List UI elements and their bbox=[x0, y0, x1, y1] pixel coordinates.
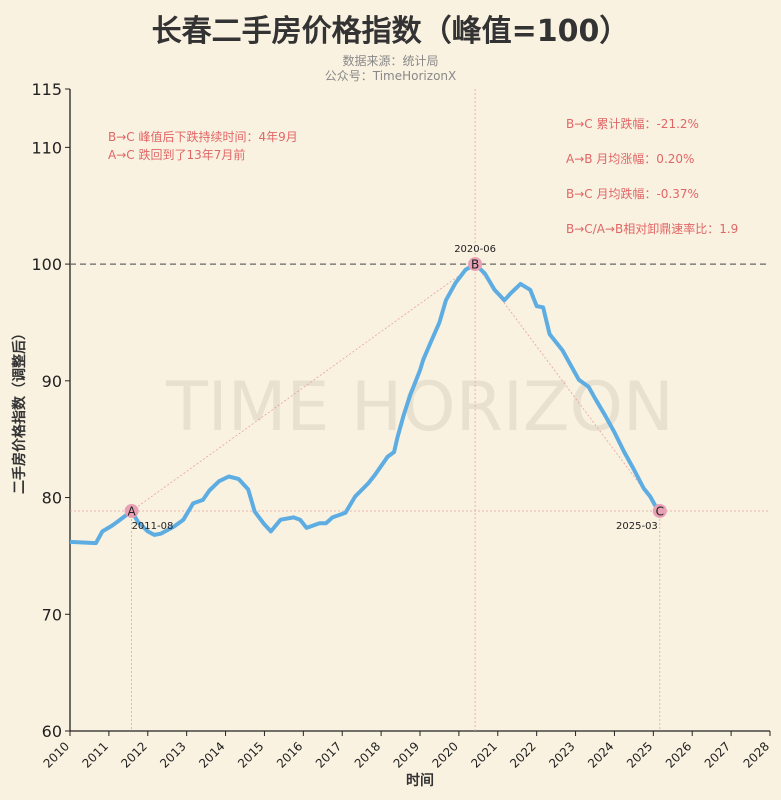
point-date-c: 2025-03 bbox=[616, 521, 658, 532]
point-label-b: B bbox=[471, 258, 479, 272]
x-tick-label: 2025 bbox=[624, 739, 655, 770]
x-tick-label: 2012 bbox=[118, 739, 149, 770]
y-tick-label: 115 bbox=[31, 80, 62, 99]
point-marker-a bbox=[124, 503, 139, 518]
point-marker-b bbox=[468, 257, 483, 272]
y-tick-label: 110 bbox=[31, 138, 62, 157]
x-tick-label: 2023 bbox=[546, 739, 577, 770]
annotation-right: B→C 累计跌幅：-21.2% bbox=[566, 116, 699, 131]
annotation-left: B→C 峰值后下跌持续时间：4年9月 bbox=[108, 129, 298, 144]
y-tick-label: 100 bbox=[31, 255, 62, 274]
x-axis-label: 时间 bbox=[406, 772, 434, 789]
a-b-connector bbox=[131, 263, 476, 512]
y-tick-label: 70 bbox=[42, 605, 62, 624]
point-date-a: 2011-08 bbox=[132, 521, 174, 532]
annotation-right: B→C/A→B相对卸鼎速率比：1.9 bbox=[566, 221, 738, 236]
x-tick-label: 2013 bbox=[157, 739, 188, 770]
x-tick-label: 2027 bbox=[702, 739, 733, 770]
y-axis-label: 二手房价格指数（调整后） bbox=[11, 326, 28, 494]
x-tick-label: 2010 bbox=[41, 739, 72, 770]
x-tick-label: 2022 bbox=[507, 739, 538, 770]
x-tick-label: 2016 bbox=[274, 739, 305, 770]
x-tick-label: 2024 bbox=[585, 739, 616, 770]
point-date-b: 2020-06 bbox=[454, 244, 496, 255]
x-tick-label: 2019 bbox=[391, 739, 422, 770]
x-tick-label: 2014 bbox=[196, 739, 227, 770]
x-tick-label: 2017 bbox=[313, 739, 344, 770]
account-subtitle: 公众号：TimeHorizonX bbox=[324, 69, 457, 83]
y-tick-label: 90 bbox=[42, 372, 62, 391]
watermark: TIME HORIZON bbox=[165, 368, 674, 447]
annotation-right: A→B 月均涨幅：0.20% bbox=[566, 151, 694, 166]
point-marker-c bbox=[652, 503, 667, 518]
x-tick-label: 2018 bbox=[352, 739, 383, 770]
chart-title: 长春二手房价格指数（峰值=100） bbox=[151, 14, 630, 49]
x-tick-label: 2015 bbox=[235, 739, 266, 770]
y-tick-label: 60 bbox=[42, 722, 62, 741]
price-index-line bbox=[69, 262, 662, 546]
y-tick-label: 80 bbox=[42, 489, 62, 508]
annotation-left: A→C 跌回到了13年7月前 bbox=[108, 147, 245, 162]
annotation-right: B→C 月均跌幅：-0.37% bbox=[566, 186, 699, 201]
b-c-connector bbox=[474, 263, 661, 512]
x-tick-label: 2028 bbox=[741, 739, 772, 770]
point-label-c: C bbox=[656, 504, 664, 518]
x-tick-label: 2011 bbox=[80, 739, 111, 770]
source-subtitle: 数据来源：统计局 bbox=[342, 54, 439, 68]
x-tick-label: 2021 bbox=[468, 739, 499, 770]
x-tick-label: 2020 bbox=[430, 739, 461, 770]
x-tick-label: 2026 bbox=[663, 739, 694, 770]
point-label-a: A bbox=[127, 504, 136, 518]
